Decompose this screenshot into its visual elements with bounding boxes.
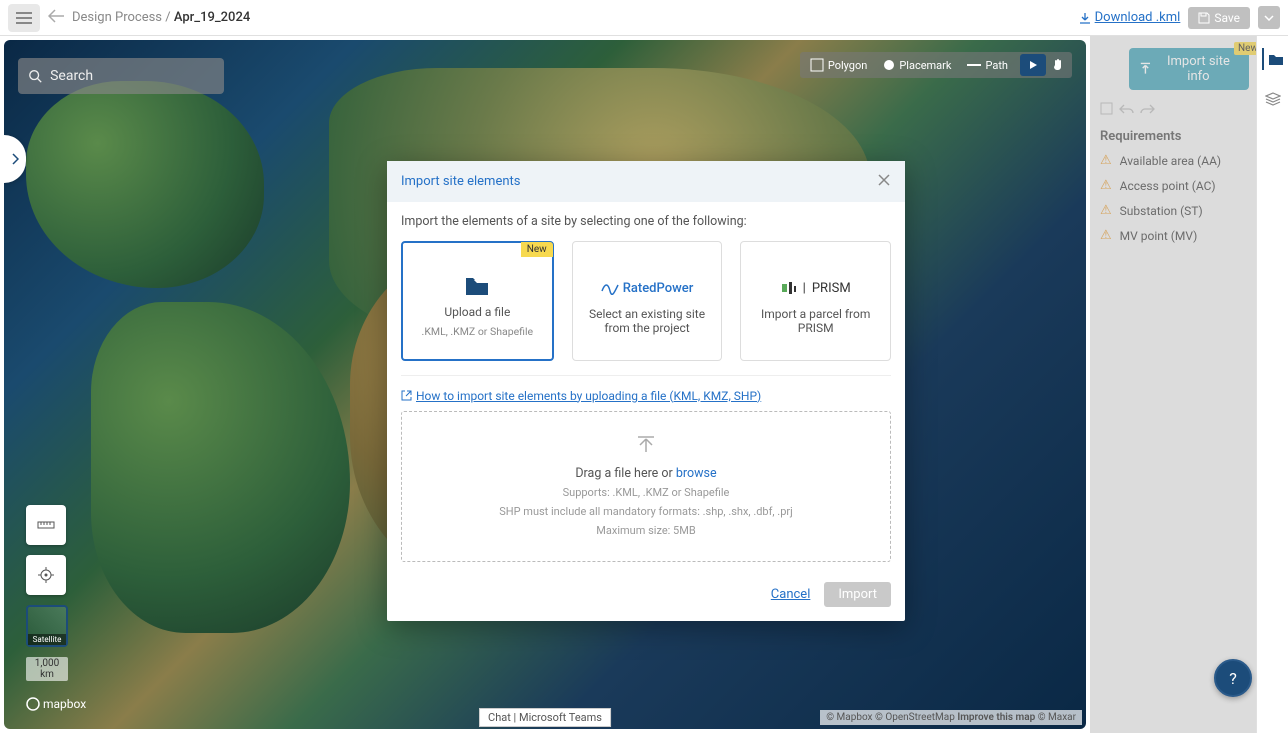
basemap-satellite[interactable]: Satellite: [26, 605, 68, 647]
ruler-icon: [37, 519, 55, 531]
download-kml-link[interactable]: Download .kml: [1079, 10, 1181, 25]
right-tab-strip: [1256, 36, 1288, 733]
option-upload-file[interactable]: New Upload a file .KML, .KMZ or Shapefil…: [401, 241, 554, 361]
modal-footer: Cancel Import: [387, 578, 905, 621]
arrow-left-icon: [48, 9, 64, 23]
draw-toolbar: Polygon Placemark Path: [800, 52, 1072, 78]
file-dropzone[interactable]: Drag a file here or browse Supports: .KM…: [401, 411, 891, 562]
modal-body: Import the elements of a site by selecti…: [387, 202, 905, 578]
option-existing-site[interactable]: RatedPower Select an existing site from …: [572, 241, 723, 361]
app-header: Design Process / Apr_19_2024 Download .k…: [0, 0, 1288, 36]
drop-text: Drag a file here or browse: [412, 466, 880, 481]
help-button[interactable]: ?: [1214, 659, 1252, 697]
layers-icon: [1265, 91, 1281, 107]
search-input[interactable]: [50, 68, 214, 84]
menu-button[interactable]: [8, 4, 40, 32]
search-icon: [28, 68, 42, 84]
modal-close-button[interactable]: [877, 171, 891, 192]
upload-icon: [1139, 62, 1152, 76]
prism-title: Import a parcel from PRISM: [749, 307, 882, 335]
modal-title: Import site elements: [401, 174, 520, 189]
drop-supports: Supports: .KML, .KMZ or Shapefile: [412, 485, 880, 500]
undo-icon: [1119, 103, 1134, 115]
import-modal: Import site elements Import the elements…: [387, 161, 905, 621]
satellite-label: Satellite: [28, 634, 66, 645]
download-icon: [1079, 12, 1091, 24]
close-icon: [877, 173, 891, 187]
mapbox-logo: mapbox: [26, 697, 86, 711]
tab-layers[interactable]: [1262, 88, 1284, 110]
tab-info[interactable]: [1262, 48, 1284, 70]
modal-header: Import site elements: [387, 161, 905, 202]
prism-icon: [781, 281, 797, 295]
breadcrumb: Design Process / Apr_19_2024: [72, 10, 1079, 25]
hamburger-icon: [16, 12, 32, 24]
redo-icon: [1140, 103, 1155, 115]
import-button[interactable]: Import: [824, 582, 891, 607]
locate-button[interactable]: [26, 555, 66, 595]
header-actions: Download .kml Save: [1079, 6, 1280, 29]
path-tool[interactable]: Path: [959, 55, 1016, 76]
save-button[interactable]: Save: [1188, 7, 1250, 29]
ruler-button[interactable]: [26, 505, 66, 545]
scale-bar: 1,000 km: [26, 657, 68, 681]
redo-button[interactable]: [1140, 100, 1155, 119]
warning-icon: ⚠: [1100, 203, 1112, 218]
drop-shp-note: SHP must include all mandatory formats: …: [412, 504, 880, 519]
map-search[interactable]: [18, 58, 224, 94]
locate-icon: [38, 567, 54, 583]
chevron-right-icon: [11, 153, 19, 165]
new-tag: New: [521, 242, 553, 257]
breadcrumb-parent[interactable]: Design Process: [72, 10, 162, 25]
warning-icon: ⚠: [1100, 228, 1112, 243]
placemark-tool[interactable]: Placemark: [875, 55, 959, 76]
folder-icon: [1268, 52, 1284, 66]
warning-icon: ⚠: [1100, 178, 1112, 193]
question-icon: ?: [1229, 669, 1237, 688]
hand-icon: [1051, 58, 1065, 72]
save-icon: [1198, 12, 1210, 24]
folder-icon: [464, 275, 490, 297]
upload-sub: .KML, .KMZ or Shapefile: [422, 325, 534, 338]
import-site-info-button[interactable]: Import site info: [1129, 48, 1249, 90]
ratedpower-icon: [601, 281, 619, 295]
pan-button[interactable]: [1046, 54, 1070, 76]
breadcrumb-current: Apr_19_2024: [174, 10, 250, 25]
map-attribution: © Mapbox © OpenStreetMap Improve this ma…: [820, 710, 1082, 725]
map-controls: Satellite 1,000 km mapbox: [26, 505, 86, 711]
upload-title: Upload a file: [444, 305, 510, 319]
mapbox-icon: [26, 697, 40, 711]
save-options-button[interactable]: [1258, 6, 1280, 29]
modal-intro: Import the elements of a site by selecti…: [401, 214, 891, 229]
play-button[interactable]: [1020, 54, 1046, 76]
drop-max: Maximum size: 5MB: [412, 523, 880, 538]
square-icon: [1100, 102, 1113, 115]
help-link[interactable]: How to import site elements by uploading…: [401, 389, 761, 403]
checkbox-toggle[interactable]: [1100, 100, 1113, 119]
existing-title: Select an existing site from the project: [581, 307, 714, 335]
placemark-icon: [883, 59, 895, 71]
option-prism[interactable]: | PRISM Import a parcel from PRISM: [740, 241, 891, 361]
chevron-down-icon: [1264, 15, 1274, 21]
polygon-tool[interactable]: Polygon: [802, 54, 875, 76]
external-link-icon: [401, 390, 412, 401]
back-button[interactable]: [48, 8, 64, 27]
upload-arrow-icon: [635, 434, 657, 456]
warning-icon: ⚠: [1100, 153, 1112, 168]
undo-button[interactable]: [1119, 100, 1134, 119]
browse-link[interactable]: browse: [676, 466, 717, 481]
polygon-icon: [810, 58, 824, 72]
teams-chat-pill[interactable]: Chat | Microsoft Teams: [479, 708, 611, 727]
play-icon: [1028, 60, 1038, 70]
cancel-button[interactable]: Cancel: [771, 587, 811, 602]
divider: [401, 375, 891, 376]
path-icon: [967, 61, 981, 69]
option-grid: New Upload a file .KML, .KMZ or Shapefil…: [401, 241, 891, 361]
